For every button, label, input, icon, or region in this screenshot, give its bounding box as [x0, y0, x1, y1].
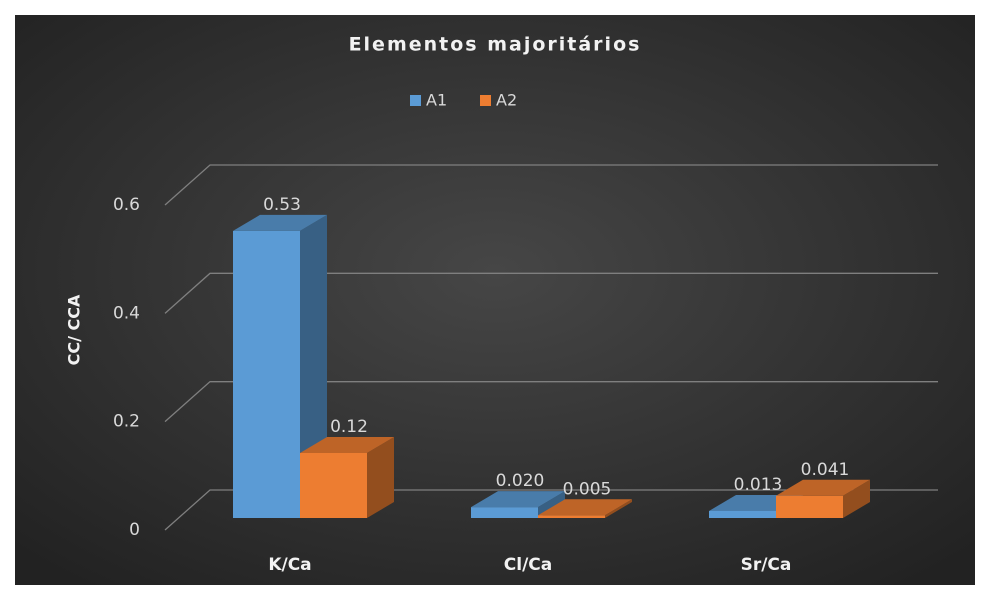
bar [471, 491, 565, 518]
chart-title: Elementos majoritários [349, 34, 642, 56]
bar-side [367, 437, 394, 518]
legend-label: A1 [426, 91, 447, 110]
bar-front [233, 230, 300, 518]
bar-side [538, 491, 565, 518]
data-label: 0.12 [330, 417, 368, 437]
bar [776, 479, 870, 518]
data-label: 0.013 [734, 475, 783, 495]
bar-side [605, 499, 632, 518]
data-label: 0.041 [801, 460, 850, 480]
grid-line [164, 489, 938, 531]
legend-swatch [480, 95, 491, 106]
x-tick-label: K/Ca [268, 555, 311, 575]
bar-front [538, 515, 605, 518]
bar-top [233, 214, 327, 231]
bar [300, 437, 394, 518]
grid-line [164, 272, 938, 314]
bar [538, 499, 632, 518]
x-tick-label: Sr/Ca [741, 555, 792, 575]
data-label: 0.53 [263, 195, 301, 215]
bar-front [300, 453, 367, 518]
bar-top [776, 479, 870, 496]
bar-front [776, 495, 843, 518]
data-label: 0.020 [496, 471, 545, 491]
grid-line [164, 164, 938, 206]
y-tick-label: 0.6 [113, 195, 140, 215]
grid-line [164, 381, 938, 423]
bar-front [471, 507, 538, 518]
legend-label: A2 [496, 91, 517, 110]
bar-side [843, 479, 870, 518]
data-label: 0.005 [563, 479, 612, 499]
y-tick-label: 0 [129, 520, 140, 540]
bar-front [709, 510, 776, 518]
legend-swatch [410, 95, 421, 106]
x-tick-label: Cl/Ca [504, 555, 552, 575]
bar-top [538, 499, 632, 516]
y-tick-label: 0.4 [113, 303, 140, 323]
bar-top [300, 437, 394, 453]
y-tick-label: 0.2 [113, 412, 140, 432]
y-axis-title: CC/ CCA [65, 294, 84, 365]
bar-top [471, 491, 565, 508]
